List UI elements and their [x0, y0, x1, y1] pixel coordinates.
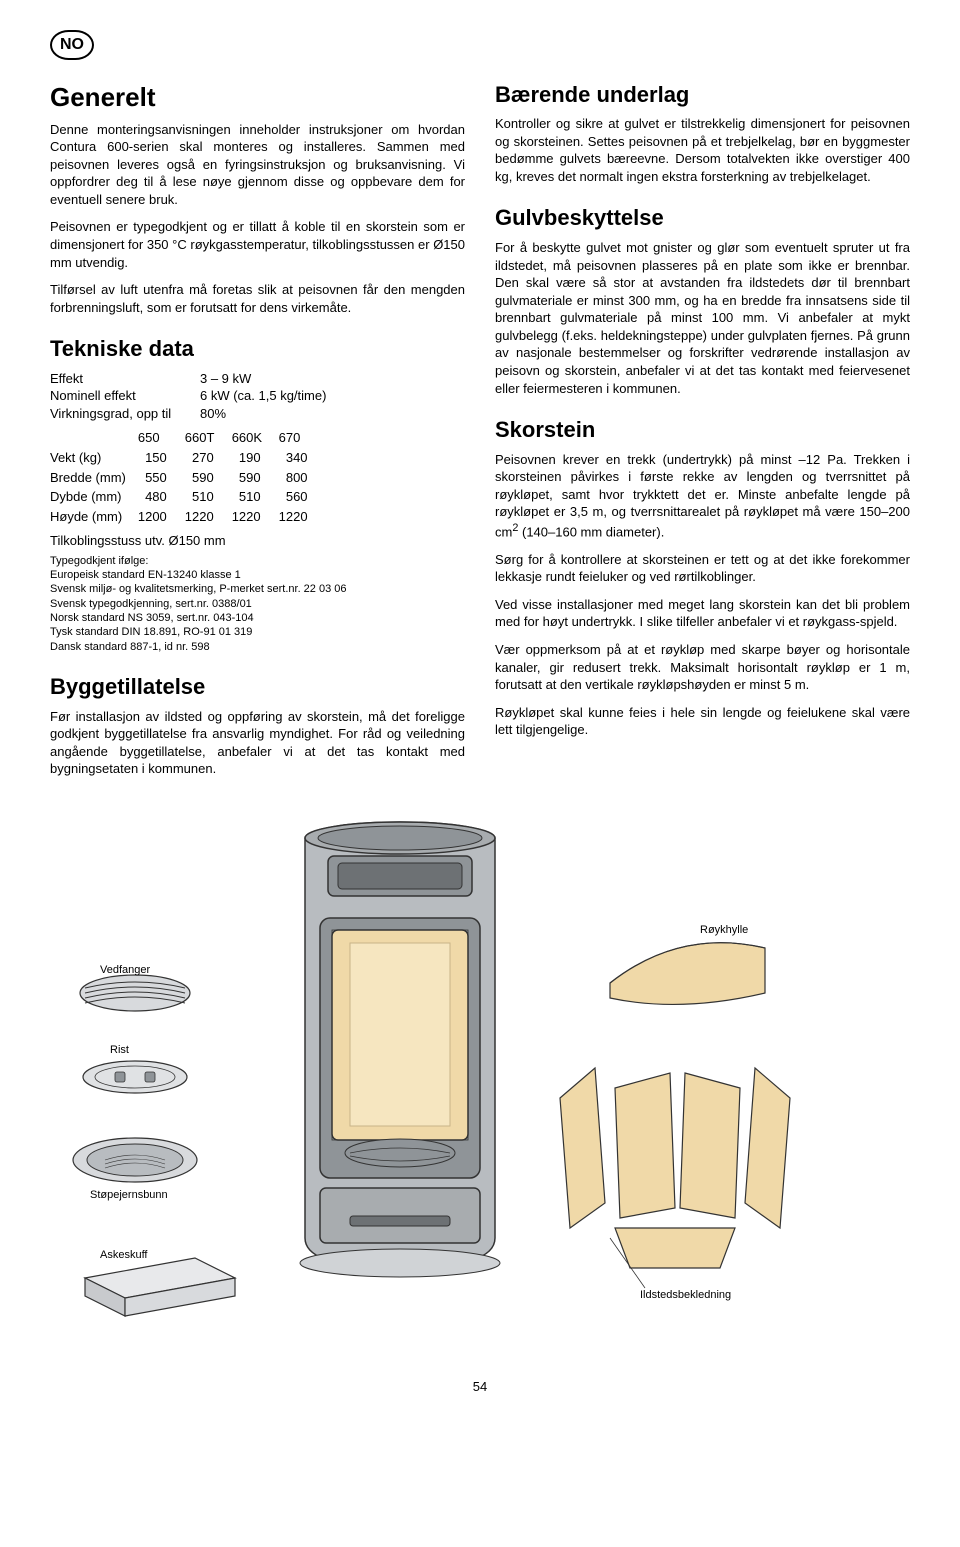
- para-intro-2: Peisovnen er typegodkjent og er tillatt …: [50, 218, 465, 271]
- para-gulv: For å beskytte gulvet mot gnister og glø…: [495, 239, 910, 397]
- cell: 560: [279, 487, 326, 507]
- para-skorstein-4: Vær oppmerksom på at et røykløp med skar…: [495, 641, 910, 694]
- right-column: Bærende underlag Kontroller og sikre at …: [495, 80, 910, 788]
- para-underlag: Kontroller og sikre at gulvet er tilstre…: [495, 115, 910, 185]
- cell: 510: [185, 487, 232, 507]
- heading-tekniske-data: Tekniske data: [50, 334, 465, 364]
- page-number: 54: [50, 1378, 910, 1396]
- stove-diagram: Vedfanger Rist Støpejernsbunn Askeskuff …: [50, 808, 910, 1368]
- cell: 1200: [138, 507, 185, 527]
- typ-heading: Typegodkjent ifølge:: [50, 554, 465, 568]
- left-column: Generelt Denne monteringsanvisningen inn…: [50, 80, 465, 788]
- para-intro-1: Denne monteringsanvisningen inneholder i…: [50, 121, 465, 209]
- typ-line: Svensk miljø- og kvalitetsmerking, P-mer…: [50, 582, 465, 596]
- spec-virkningsgrad-value: 80%: [200, 405, 226, 423]
- cell: 1220: [185, 507, 232, 527]
- cell: 190: [232, 448, 279, 468]
- spec-nominell-label: Nominell effekt: [50, 387, 200, 405]
- table-row: Bredde (mm) 550 590 590 800: [50, 468, 326, 488]
- table-row: Høyde (mm) 1200 1220 1220 1220: [50, 507, 326, 527]
- label-roykhylle: Røykhylle: [700, 923, 748, 938]
- heading-underlag: Bærende underlag: [495, 80, 910, 110]
- spec-effekt-label: Effekt: [50, 370, 200, 388]
- heading-generelt: Generelt: [50, 80, 465, 115]
- cell: 590: [185, 468, 232, 488]
- label-stopejern: Støpejernsbunn: [90, 1188, 168, 1203]
- row-bredde-label: Bredde (mm): [50, 468, 138, 488]
- para-skorstein-5: Røykløpet skal kunne feies i hele sin le…: [495, 704, 910, 739]
- label-ildsted: Ildstedsbekledning: [640, 1288, 731, 1303]
- typ-line: Norsk standard NS 3059, sert.nr. 043-104: [50, 611, 465, 625]
- col-blank: [50, 428, 138, 448]
- table-header-row: 650 660T 660K 670: [50, 428, 326, 448]
- col-660t: 660T: [185, 428, 232, 448]
- para-skorstein-3: Ved visse installasjoner med meget lang …: [495, 596, 910, 631]
- col-670: 670: [279, 428, 326, 448]
- heading-byggetillatelse: Byggetillatelse: [50, 672, 465, 702]
- cell: 480: [138, 487, 185, 507]
- cell: 340: [279, 448, 326, 468]
- cell: 800: [279, 468, 326, 488]
- cell: 550: [138, 468, 185, 488]
- language-badge: NO: [50, 30, 94, 60]
- col-650: 650: [138, 428, 185, 448]
- typ-line: Europeisk standard EN-13240 klasse 1: [50, 568, 465, 582]
- cell: 270: [185, 448, 232, 468]
- para-bygg: Før installasjon av ildsted og oppføring…: [50, 708, 465, 778]
- heading-skorstein: Skorstein: [495, 415, 910, 445]
- cell: 150: [138, 448, 185, 468]
- tilkoblingsstuss: Tilkoblingsstuss utv. Ø150 mm: [50, 532, 465, 550]
- spec-table: 650 660T 660K 670 Vekt (kg) 150 270 190 …: [50, 428, 326, 526]
- label-askeskuff: Askeskuff: [100, 1248, 148, 1263]
- stove-illustration: [50, 808, 910, 1368]
- cell: 590: [232, 468, 279, 488]
- cell: 1220: [232, 507, 279, 527]
- spec-effekt-value: 3 – 9 kW: [200, 370, 251, 388]
- label-rist: Rist: [110, 1043, 129, 1058]
- typ-line: Tysk standard DIN 18.891, RO-91 01 319: [50, 625, 465, 639]
- col-660k: 660K: [232, 428, 279, 448]
- table-row: Vekt (kg) 150 270 190 340: [50, 448, 326, 468]
- heading-gulv: Gulvbeskyttelse: [495, 203, 910, 233]
- para-skorstein-1: Peisovnen krever en trekk (undertrykk) p…: [495, 451, 910, 541]
- row-dybde-label: Dybde (mm): [50, 487, 138, 507]
- typ-line: Svensk typegodkjenning, sert.nr. 0388/01: [50, 597, 465, 611]
- label-vedfanger: Vedfanger: [100, 963, 150, 978]
- table-row: Dybde (mm) 480 510 510 560: [50, 487, 326, 507]
- spec-nominell-value: 6 kW (ca. 1,5 kg/time): [200, 387, 326, 405]
- cell: 510: [232, 487, 279, 507]
- typ-line: Dansk standard 887-1, id nr. 598: [50, 640, 465, 654]
- spec-virkningsgrad-label: Virkningsgrad, opp til: [50, 405, 200, 423]
- row-vekt-label: Vekt (kg): [50, 448, 138, 468]
- typegodkjent-block: Typegodkjent ifølge: Europeisk standard …: [50, 554, 465, 654]
- row-hoyde-label: Høyde (mm): [50, 507, 138, 527]
- para-intro-3: Tilførsel av luft utenfra må foretas sli…: [50, 281, 465, 316]
- para-skorstein-2: Sørg for å kontrollere at skorsteinen er…: [495, 551, 910, 586]
- cell: 1220: [279, 507, 326, 527]
